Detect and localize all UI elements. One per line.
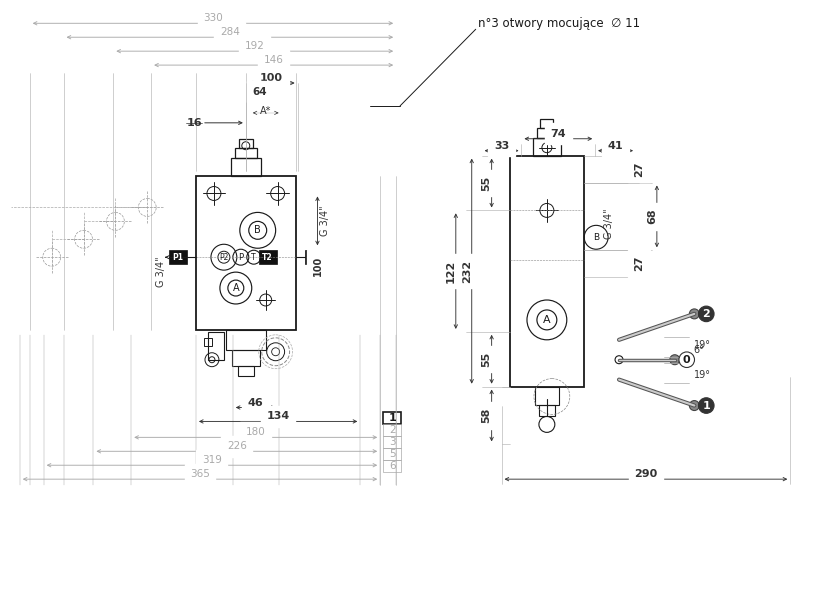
Bar	[231, 158, 261, 176]
Text: 319: 319	[202, 455, 222, 465]
Bar	[383, 448, 400, 460]
Text: 5: 5	[389, 449, 395, 459]
Text: G 3/4": G 3/4"	[604, 208, 614, 239]
Bar	[237, 366, 253, 376]
Text: T: T	[251, 253, 256, 262]
Text: 284: 284	[220, 28, 240, 37]
Text: 134: 134	[266, 411, 289, 422]
Text: 100: 100	[312, 256, 322, 276]
Text: 19°: 19°	[693, 340, 710, 350]
Text: 68: 68	[646, 209, 656, 224]
Text: 6: 6	[389, 461, 395, 471]
Bar	[534, 386, 558, 404]
Bar	[232, 350, 260, 366]
Bar	[235, 148, 256, 158]
Bar	[383, 425, 400, 437]
Text: G 3/4": G 3/4"	[156, 257, 166, 288]
Text: 3: 3	[389, 437, 395, 447]
Circle shape	[689, 401, 699, 410]
Text: 27: 27	[633, 161, 643, 177]
Bar	[226, 330, 265, 350]
Text: T2: T2	[262, 253, 273, 262]
Text: P1: P1	[172, 253, 184, 262]
Text: n°3 otwory mocujące  ∅ 11: n°3 otwory mocujące ∅ 11	[477, 17, 639, 30]
Text: B: B	[592, 233, 599, 242]
Text: 330: 330	[203, 13, 222, 23]
Text: 16: 16	[186, 118, 202, 128]
Text: 27: 27	[633, 256, 643, 271]
Bar	[536, 128, 557, 138]
Text: A: A	[232, 283, 239, 293]
Bar	[383, 460, 400, 472]
Text: P2: P2	[219, 253, 228, 262]
Circle shape	[669, 355, 679, 365]
Text: 58: 58	[481, 408, 491, 423]
Bar	[258, 250, 276, 264]
Text: 100: 100	[260, 73, 283, 83]
Text: G 3/4": G 3/4"	[320, 205, 330, 236]
Text: 74: 74	[550, 129, 566, 139]
Text: 19°: 19°	[693, 370, 710, 380]
Text: 2: 2	[701, 309, 710, 319]
Text: 33: 33	[494, 141, 509, 151]
Text: 290: 290	[633, 469, 657, 479]
Bar	[169, 250, 187, 264]
Bar	[304, 250, 322, 264]
Bar	[383, 413, 400, 425]
Text: 1: 1	[388, 413, 395, 423]
Circle shape	[689, 309, 699, 319]
Text: 365: 365	[190, 469, 210, 479]
Text: 180: 180	[246, 428, 265, 437]
Text: 55: 55	[481, 352, 491, 367]
Text: 192: 192	[245, 41, 265, 51]
Text: 1: 1	[701, 401, 710, 411]
Bar	[208, 332, 223, 360]
Text: 146: 146	[263, 55, 284, 65]
Bar	[238, 139, 252, 148]
Bar	[509, 155, 584, 386]
Text: B: B	[254, 225, 261, 236]
Text: 6°: 6°	[693, 345, 704, 355]
Bar	[203, 338, 212, 346]
Text: 122: 122	[445, 260, 456, 283]
Text: A: A	[543, 315, 550, 325]
Bar	[196, 176, 295, 330]
Text: T1: T1	[308, 253, 318, 262]
Bar	[538, 404, 554, 416]
Bar	[540, 119, 552, 128]
Bar	[383, 437, 400, 448]
Text: 2: 2	[389, 425, 395, 435]
Text: 46: 46	[247, 398, 263, 407]
Text: A*: A*	[260, 106, 271, 116]
Text: 55: 55	[481, 175, 491, 191]
Text: 64: 64	[252, 87, 267, 97]
Text: 226: 226	[227, 441, 246, 451]
Text: P: P	[238, 253, 243, 262]
Text: 0: 0	[682, 355, 690, 365]
Text: 41: 41	[607, 141, 623, 151]
Bar	[533, 138, 560, 155]
Text: 232: 232	[461, 260, 471, 283]
